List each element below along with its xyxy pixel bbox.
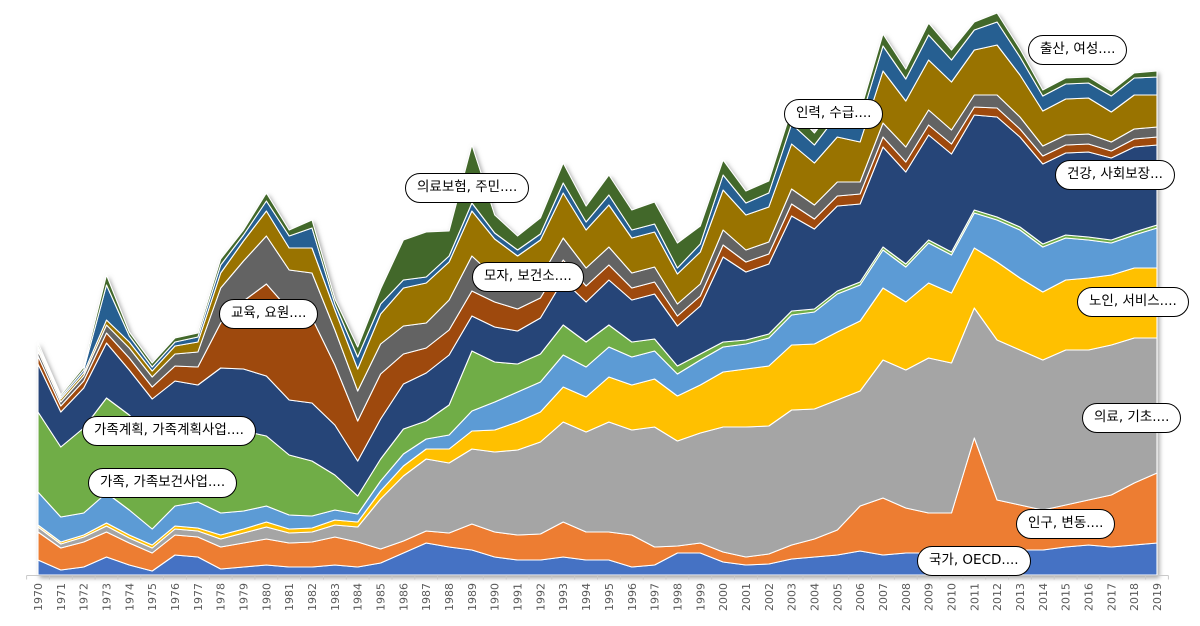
x-axis-label: 1971 <box>55 583 68 611</box>
x-axis-label: 2011 <box>968 583 981 611</box>
x-axis-label: 1973 <box>101 583 114 611</box>
x-axis-label: 1988 <box>443 583 456 611</box>
x-axis-label: 1970 <box>32 583 45 611</box>
x-axis-label: 2005 <box>831 583 844 611</box>
x-axis-label: 2003 <box>786 583 799 611</box>
x-axis-label: 1980 <box>260 583 273 611</box>
x-axis-label: 1984 <box>352 583 365 611</box>
x-axis-label: 2002 <box>763 583 776 611</box>
series-callout-6[interactable]: 가족계획, 가족계획사업.... <box>82 416 256 446</box>
x-axis-label: 2007 <box>877 583 890 611</box>
x-axis-label: 1977 <box>192 583 205 611</box>
series-callout-4[interactable]: 노인, 서비스.... <box>1077 287 1189 317</box>
area-series-group <box>37 12 1158 576</box>
x-axis-label: 2008 <box>900 583 913 611</box>
x-axis-label: 2006 <box>854 583 867 611</box>
series-callout-7[interactable]: 건강, 사회보장... <box>1055 160 1175 190</box>
series-callout-8[interactable]: 교육, 요원.... <box>219 299 319 329</box>
x-axis-label: 1986 <box>397 583 410 611</box>
x-axis-label: 2004 <box>808 583 821 611</box>
x-axis-label: 2017 <box>1105 583 1118 611</box>
x-axis-label: 1995 <box>603 583 616 611</box>
series-callout-12[interactable]: 출산, 여성.... <box>1028 35 1128 65</box>
x-axis-label: 1990 <box>489 583 502 611</box>
series-callout-1[interactable]: 국가, OECD.... <box>917 546 1031 576</box>
x-axis-label: 1994 <box>580 583 593 611</box>
series-callout-10[interactable]: 의료보험, 주민.... <box>405 173 530 203</box>
x-axis-label: 2009 <box>923 583 936 611</box>
x-axis-label: 1996 <box>626 583 639 611</box>
x-axis-label: 1998 <box>671 583 684 611</box>
x-axis-label: 1972 <box>78 583 91 611</box>
x-axis-label: 1975 <box>146 583 159 611</box>
series-callout-9[interactable]: 모자, 보건소.... <box>472 262 584 292</box>
x-axis-label: 1981 <box>283 583 296 611</box>
series-callout-5[interactable]: 가족, 가족보건사업.... <box>88 468 238 498</box>
x-axis-label: 1992 <box>534 583 547 611</box>
series-callout-2[interactable]: 인구, 변동.... <box>1016 509 1116 539</box>
x-axis-label: 2019 <box>1151 583 1164 611</box>
area-series-12[interactable] <box>37 12 1158 398</box>
x-axis-label: 2018 <box>1128 583 1141 611</box>
x-axis-label: 2016 <box>1083 583 1096 611</box>
x-axis-label: 2001 <box>740 583 753 611</box>
x-axis-label: 2015 <box>1060 583 1073 611</box>
x-axis-label: 1974 <box>123 583 136 611</box>
series-callout-3[interactable]: 의료, 기초.... <box>1082 403 1182 433</box>
x-axis-label: 2012 <box>991 583 1004 611</box>
x-axis-label: 1976 <box>169 583 182 611</box>
x-axis-label: 1987 <box>420 583 433 611</box>
x-axis-label: 1979 <box>238 583 251 611</box>
x-axis-label: 2010 <box>946 583 959 611</box>
x-axis-label: 1989 <box>466 583 479 611</box>
x-axis-label: 2014 <box>1037 583 1050 611</box>
x-axis-label: 2000 <box>717 583 730 611</box>
x-axis-label: 1982 <box>306 583 319 611</box>
x-axis-label: 1997 <box>649 583 662 611</box>
x-axis-label: 1993 <box>557 583 570 611</box>
x-axis-label: 1999 <box>694 583 707 611</box>
x-axis-label: 1978 <box>215 583 228 611</box>
x-axis-label: 1991 <box>512 583 525 611</box>
x-axis-label: 1985 <box>375 583 388 611</box>
x-axis-label: 1983 <box>329 583 342 611</box>
series-callout-11[interactable]: 인력, 수급.... <box>784 99 884 129</box>
x-axis-label: 2013 <box>1014 583 1027 611</box>
